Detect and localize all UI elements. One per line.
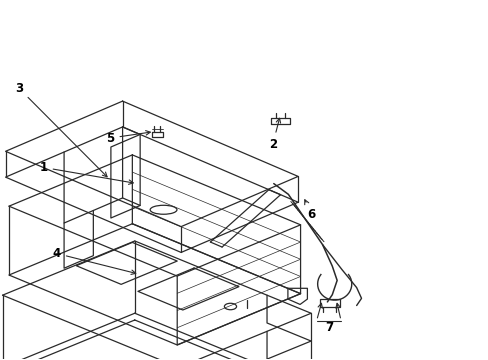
Text: 2: 2 [268, 118, 280, 150]
Text: 5: 5 [106, 131, 150, 145]
Text: 6: 6 [304, 200, 315, 221]
Text: 1: 1 [40, 161, 133, 184]
Text: 3: 3 [15, 82, 107, 177]
Text: 4: 4 [53, 247, 136, 274]
Text: 7: 7 [324, 320, 332, 333]
